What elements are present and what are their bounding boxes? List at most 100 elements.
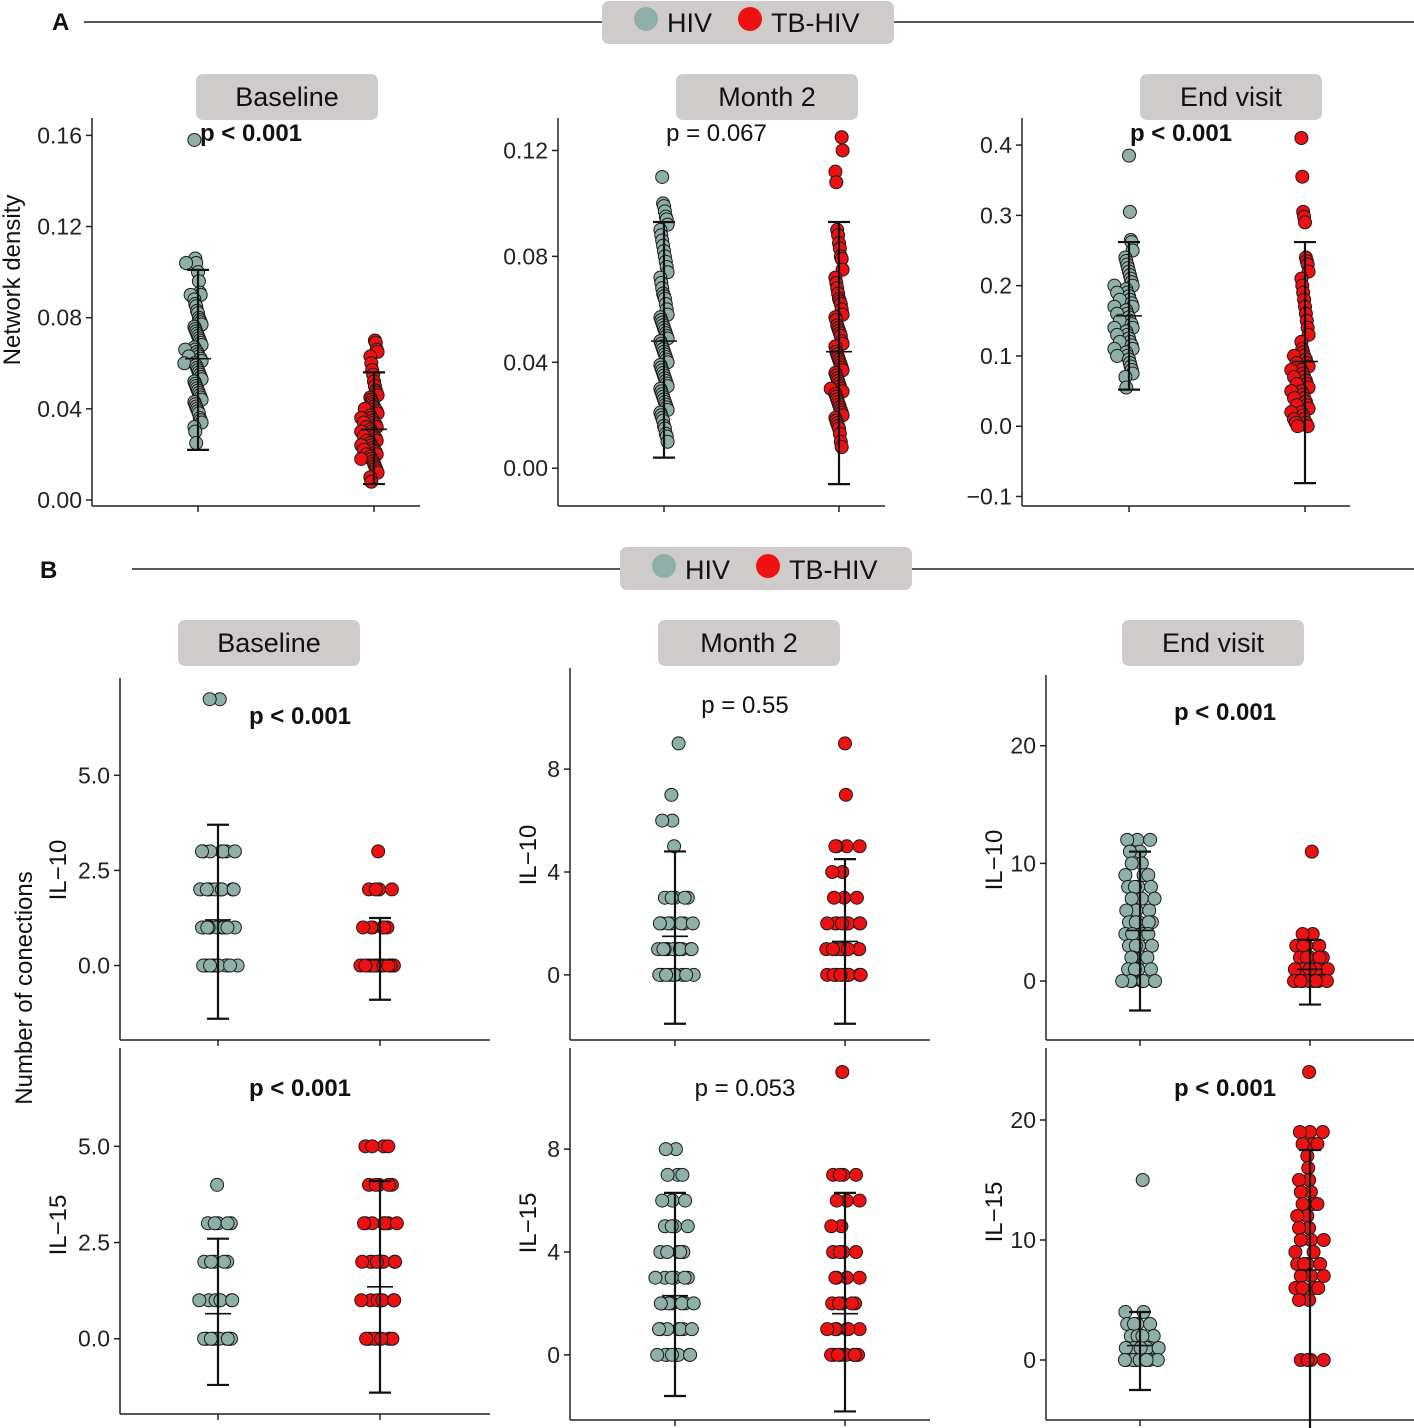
data-point-hiv — [678, 1193, 693, 1208]
data-point-tbhiv — [1312, 950, 1327, 965]
data-point-tbhiv — [832, 1167, 847, 1182]
y-tick-label: 2.5 — [78, 857, 110, 883]
data-point-hiv — [1135, 1329, 1150, 1343]
data-point-tbhiv — [1295, 1137, 1310, 1151]
y-tick-label: 0 — [1023, 968, 1036, 994]
data-point-hiv — [664, 1219, 679, 1234]
data-point-hiv — [195, 844, 209, 859]
data-point-tbhiv — [371, 844, 386, 859]
data-point-hiv — [199, 882, 214, 897]
data-point-hiv — [217, 1254, 231, 1269]
data-point-hiv — [213, 1293, 228, 1308]
data-point-tbhiv — [1312, 938, 1327, 953]
y-tick-label: 0.00 — [503, 455, 548, 481]
data-point-tbhiv — [1293, 1269, 1308, 1283]
y-tick-label: 8 — [547, 1136, 560, 1162]
data-point-tbhiv — [355, 1254, 370, 1269]
row-ylabel: IL−10 — [981, 830, 1008, 891]
data-point-tbhiv — [1301, 1161, 1316, 1175]
y-tick-label: 0.08 — [503, 243, 548, 269]
data-point-hiv — [684, 942, 699, 957]
legend-hiv-marker — [634, 7, 658, 31]
data-point-hiv — [1117, 1353, 1132, 1367]
subplot-b-month-2-il15: 0 4 8 IL−15 p = 0.053 — [515, 1048, 930, 1426]
legend-tbhiv-label: TB-HIV — [789, 555, 878, 585]
p-value-label: p = 0.053 — [695, 1075, 796, 1102]
data-point-hiv — [220, 1331, 235, 1346]
data-point-hiv — [650, 1347, 665, 1362]
data-point-hiv — [665, 1347, 679, 1362]
legend-hiv-label: HIV — [667, 8, 712, 38]
data-point-hiv — [674, 1296, 689, 1311]
data-point-hiv — [680, 1219, 695, 1234]
data-point-tbhiv — [1290, 1209, 1305, 1223]
data-point-hiv — [1139, 1353, 1154, 1367]
facet-strip-label: Baseline — [217, 628, 321, 658]
data-point-hiv — [1124, 950, 1139, 965]
data-point-hiv — [1143, 1317, 1158, 1331]
y-tick-label: 0.16 — [37, 122, 82, 148]
data-point-hiv — [652, 916, 667, 931]
y-tick-label: 0.00 — [37, 487, 82, 513]
data-point-hiv — [1148, 974, 1163, 989]
panel-label-b: B — [40, 557, 57, 584]
data-point-tbhiv — [835, 1065, 850, 1079]
data-point-tbhiv — [1292, 1293, 1306, 1307]
data-point-tbhiv — [374, 1331, 389, 1346]
data-point-hiv — [1141, 926, 1156, 941]
data-point-tbhiv — [835, 143, 850, 158]
data-point-tbhiv — [354, 451, 369, 466]
y-tick-label: 0.0 — [78, 1326, 110, 1352]
y-tick-label: 0.12 — [503, 137, 548, 163]
row-ylabel: IL−15 — [515, 1193, 542, 1254]
subplot-b-end-visit-il15: 0 10 20 IL−15 p < 0.001 — [981, 1048, 1414, 1428]
data-point-hiv — [223, 958, 238, 973]
data-point-tbhiv — [1293, 974, 1308, 989]
data-point-tbhiv — [357, 1216, 371, 1231]
data-point-hiv — [679, 967, 694, 982]
p-value-label: p < 0.001 — [1130, 120, 1232, 147]
data-point-tbhiv — [1295, 926, 1310, 941]
row-ylabel: IL−15 — [45, 1195, 72, 1256]
data-point-tbhiv — [828, 839, 843, 854]
data-point-tbhiv — [834, 440, 849, 455]
data-point-hiv — [1144, 962, 1158, 977]
data-point-hiv — [1118, 868, 1133, 883]
data-point-tbhiv — [820, 1322, 835, 1337]
data-point-hiv — [1118, 1341, 1133, 1355]
data-point-hiv — [686, 1296, 701, 1311]
data-point-tbhiv — [824, 1219, 839, 1234]
data-point-tbhiv — [1296, 938, 1311, 953]
data-point-hiv — [1135, 1173, 1150, 1187]
data-point-tbhiv — [358, 958, 373, 973]
data-point-hiv — [683, 1347, 698, 1362]
subplot-b-baseline-il10: Baseline 0.0 2.5 5.0 IL−10 p < 0.001 — [45, 620, 490, 1046]
data-point-hiv — [658, 1142, 673, 1157]
subplot-a-baseline: Baseline 0.00 0.04 0.08 0.12 0.16 p < 0.001 — [37, 74, 420, 513]
data-point-hiv — [210, 1177, 225, 1192]
data-point-hiv — [202, 692, 217, 707]
data-point-hiv — [1119, 380, 1134, 395]
subplot-a-month-2: Month 2 0.00 0.04 0.08 0.12 p = 0.067 — [503, 74, 885, 512]
data-point-tbhiv — [825, 865, 840, 879]
data-point-tbhiv — [852, 1193, 867, 1208]
data-point-tbhiv — [1310, 1137, 1325, 1151]
data-point-hiv — [203, 958, 217, 973]
data-point-hiv — [207, 1216, 222, 1231]
data-point-tbhiv — [832, 1245, 847, 1259]
subplot-a-end-visit: End visit −0.1 0.0 0.1 0.2 0.3 0.4 p < 0.001 — [967, 74, 1350, 512]
panel-label-a: A — [52, 9, 69, 36]
data-point-hiv — [192, 1293, 207, 1308]
row-ylabel: IL−10 — [515, 825, 542, 886]
data-point-hiv — [1143, 832, 1158, 847]
data-point-tbhiv — [381, 1139, 396, 1154]
data-point-hiv — [664, 1270, 679, 1285]
data-point-hiv — [1151, 1341, 1166, 1355]
y-tick-label: 5.0 — [78, 1133, 110, 1159]
data-point-tbhiv — [847, 1347, 862, 1362]
data-point-hiv — [652, 1322, 666, 1337]
data-point-hiv — [655, 169, 670, 184]
data-point-tbhiv — [849, 1245, 863, 1259]
y-tick-label: 5.0 — [78, 762, 110, 788]
